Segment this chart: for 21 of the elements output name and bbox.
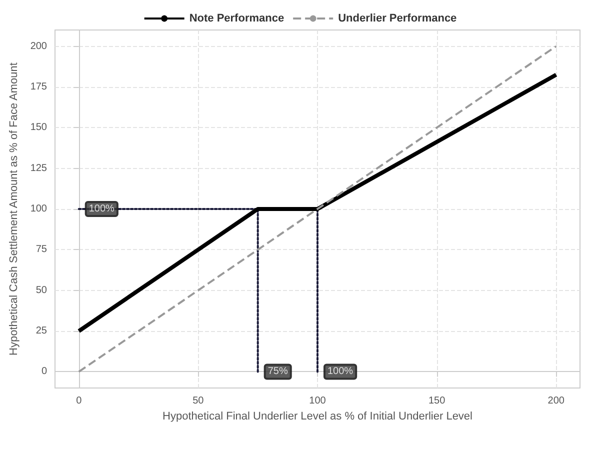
y-tick-label: 25	[36, 326, 48, 337]
x-tick-label: 200	[548, 396, 565, 406]
x-tick-label: 100	[309, 396, 326, 406]
y-tick-label: 0	[41, 366, 48, 378]
legend-label: Note Performance	[189, 12, 284, 24]
legend-label: Underlier Performance	[338, 12, 457, 24]
x-tick-label: 50	[192, 396, 204, 406]
annotation: 100%	[328, 366, 354, 378]
y-tick-label: 100	[30, 204, 48, 214]
y-tick-label: 150	[30, 122, 48, 134]
annotation: 75%	[268, 366, 288, 378]
y-tick-label: 75	[36, 244, 48, 256]
y-tick-label: 50	[36, 284, 48, 296]
y-axis-title: Hypothetical Cash Settlement Amount as % of Face Amount	[8, 62, 20, 356]
y-tick-label: 200	[30, 40, 48, 52]
y-tick-label: 175	[30, 81, 48, 92]
annotation: 100%	[88, 204, 115, 214]
y-tick-label: 125	[30, 162, 48, 174]
x-tick-label: 150	[428, 396, 446, 406]
x-axis-title: Hypothetical Final Underlier Level as % of Initial Underlier Level	[162, 410, 472, 422]
x-tick-label: 0	[76, 396, 82, 406]
